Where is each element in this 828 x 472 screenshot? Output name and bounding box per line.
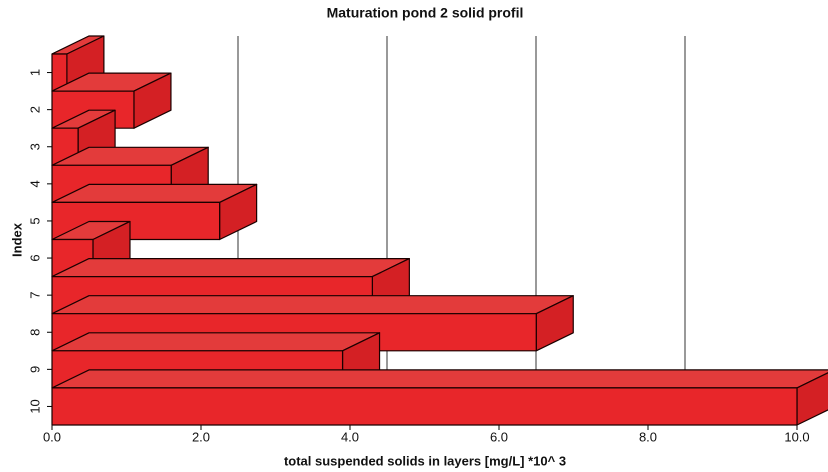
y-tick-label: 9 — [27, 366, 42, 373]
y-tick-label: 7 — [27, 292, 42, 299]
bar-top — [51, 258, 410, 278]
x-tick-label: 8.0 — [639, 429, 657, 444]
y-tick-label: 8 — [27, 329, 42, 336]
x-tick-label: 10.0 — [784, 429, 809, 444]
x-tick-label: 0.0 — [43, 429, 61, 444]
y-tick-label: 1 — [27, 69, 42, 76]
y-tick-label: 3 — [27, 143, 42, 150]
bar — [51, 183, 258, 241]
chart-title: Maturation pond 2 solid profil — [327, 5, 524, 21]
bar-top — [51, 295, 574, 315]
bar — [51, 369, 828, 426]
y-tick-label: 4 — [27, 180, 42, 187]
y-tick-label: 10 — [27, 399, 42, 413]
bar-top — [51, 369, 828, 389]
bar-front — [51, 387, 798, 426]
bar — [51, 72, 172, 129]
y-tick-label: 6 — [27, 254, 42, 261]
x-tick-label: 4.0 — [341, 429, 359, 444]
x-axis-title: total suspended solids in layers [mg/L] … — [284, 453, 566, 468]
x-tick-label: 6.0 — [490, 429, 508, 444]
y-tick-label: 5 — [27, 217, 42, 224]
y-axis-title: Index — [9, 222, 24, 257]
bar-front — [51, 201, 221, 241]
bar-top — [51, 332, 381, 352]
x-tick-label: 2.0 — [192, 429, 210, 444]
y-tick-label: 2 — [27, 106, 42, 113]
